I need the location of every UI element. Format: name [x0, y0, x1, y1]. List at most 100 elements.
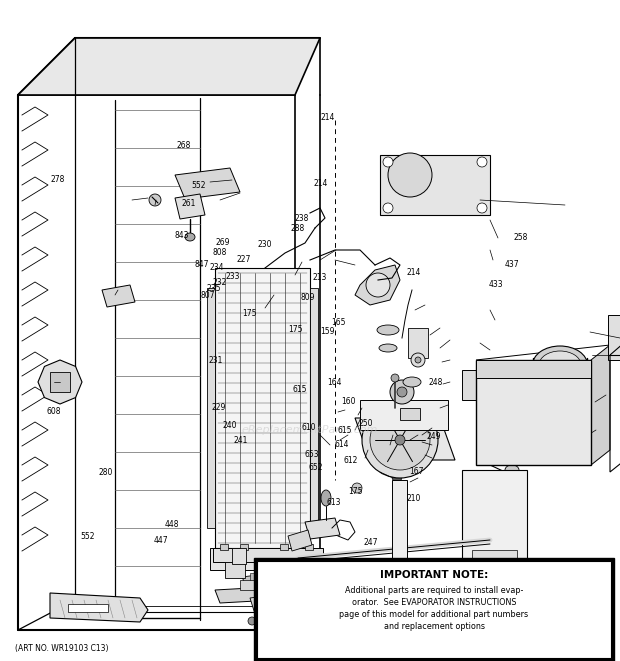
Text: 214: 214: [314, 179, 329, 188]
Text: 437: 437: [505, 260, 520, 269]
Bar: [266, 573, 272, 583]
Bar: [254, 557, 614, 661]
Bar: [360, 400, 448, 430]
Circle shape: [352, 483, 362, 493]
Polygon shape: [290, 565, 325, 583]
Circle shape: [383, 203, 393, 213]
Text: 165: 165: [331, 318, 346, 327]
Text: 278: 278: [50, 175, 65, 184]
Text: 247: 247: [363, 537, 378, 547]
Text: and replacement options: and replacement options: [384, 622, 484, 631]
Text: 229: 229: [211, 403, 226, 412]
Ellipse shape: [377, 325, 399, 335]
Bar: [220, 544, 228, 550]
Text: Additional parts are required to install evap-: Additional parts are required to install…: [345, 586, 523, 595]
Text: (ART NO. WR19103 C13): (ART NO. WR19103 C13): [15, 644, 108, 652]
Polygon shape: [355, 418, 455, 460]
Polygon shape: [50, 593, 148, 622]
Text: 447: 447: [154, 536, 169, 545]
Circle shape: [397, 387, 407, 397]
Bar: [408, 328, 428, 358]
Bar: [462, 470, 527, 655]
Circle shape: [248, 617, 256, 625]
Text: 250: 250: [358, 418, 373, 428]
Polygon shape: [392, 468, 402, 488]
Bar: [240, 544, 248, 550]
Circle shape: [390, 380, 414, 404]
Text: 213: 213: [312, 273, 327, 282]
Bar: [472, 550, 517, 630]
Text: 847: 847: [194, 260, 209, 269]
Polygon shape: [18, 38, 320, 95]
Text: 552: 552: [191, 180, 206, 190]
Bar: [280, 544, 288, 550]
Polygon shape: [250, 594, 285, 614]
Text: 210: 210: [407, 494, 422, 503]
Polygon shape: [591, 345, 610, 465]
Ellipse shape: [321, 490, 331, 506]
Text: 809: 809: [300, 293, 315, 302]
Polygon shape: [355, 265, 400, 305]
Text: 231: 231: [208, 356, 223, 365]
Text: 248: 248: [428, 377, 443, 387]
Polygon shape: [476, 345, 610, 360]
Circle shape: [149, 194, 161, 206]
Circle shape: [477, 203, 487, 213]
Bar: [215, 268, 310, 548]
Ellipse shape: [505, 465, 519, 475]
Text: 175: 175: [288, 325, 303, 334]
Text: eReplacementParts.com: eReplacementParts.com: [242, 425, 378, 435]
Bar: [258, 573, 264, 583]
Circle shape: [366, 273, 390, 297]
Ellipse shape: [415, 357, 421, 363]
Bar: [305, 544, 313, 550]
Text: 280: 280: [98, 468, 113, 477]
Text: 288: 288: [291, 224, 304, 233]
Polygon shape: [215, 585, 310, 603]
Text: 234: 234: [210, 262, 224, 272]
Text: 238: 238: [294, 214, 309, 223]
Ellipse shape: [403, 377, 421, 387]
Polygon shape: [380, 155, 490, 215]
Text: page of this model for additional part numbers: page of this model for additional part n…: [339, 610, 529, 619]
Text: 615: 615: [292, 385, 307, 395]
Text: 612: 612: [343, 456, 358, 465]
Text: 808: 808: [213, 248, 228, 257]
Bar: [476, 360, 591, 465]
Text: 614: 614: [335, 440, 350, 449]
Bar: [310, 288, 318, 528]
Text: 613: 613: [327, 498, 342, 507]
Text: 249: 249: [427, 432, 441, 441]
Text: 233: 233: [226, 272, 241, 282]
Polygon shape: [175, 168, 240, 199]
Text: 241: 241: [233, 436, 248, 445]
Text: 261: 261: [182, 199, 197, 208]
Ellipse shape: [539, 419, 557, 441]
Text: 258: 258: [513, 233, 528, 243]
Text: 240: 240: [222, 420, 237, 430]
Bar: [392, 480, 407, 570]
Text: 552: 552: [81, 532, 95, 541]
Ellipse shape: [265, 605, 275, 611]
Bar: [257, 561, 611, 658]
Polygon shape: [102, 285, 135, 307]
Text: orator.  See EVAPORATOR INSTRUCTIONS: orator. See EVAPORATOR INSTRUCTIONS: [352, 598, 516, 607]
Text: 175: 175: [242, 309, 257, 319]
Bar: [207, 288, 215, 528]
Bar: [68, 604, 108, 612]
Polygon shape: [288, 530, 312, 551]
Circle shape: [362, 402, 438, 478]
Bar: [50, 372, 70, 392]
Circle shape: [383, 157, 393, 167]
Circle shape: [388, 153, 432, 197]
Circle shape: [370, 410, 430, 470]
Text: 807: 807: [200, 291, 215, 300]
Text: 214: 214: [320, 113, 335, 122]
Text: 160: 160: [341, 397, 356, 406]
Bar: [462, 370, 477, 400]
Text: 214: 214: [407, 268, 422, 277]
Circle shape: [477, 157, 487, 167]
Ellipse shape: [411, 353, 425, 367]
Bar: [240, 580, 254, 590]
Text: IMPORTANT NOTE:: IMPORTANT NOTE:: [380, 570, 488, 580]
